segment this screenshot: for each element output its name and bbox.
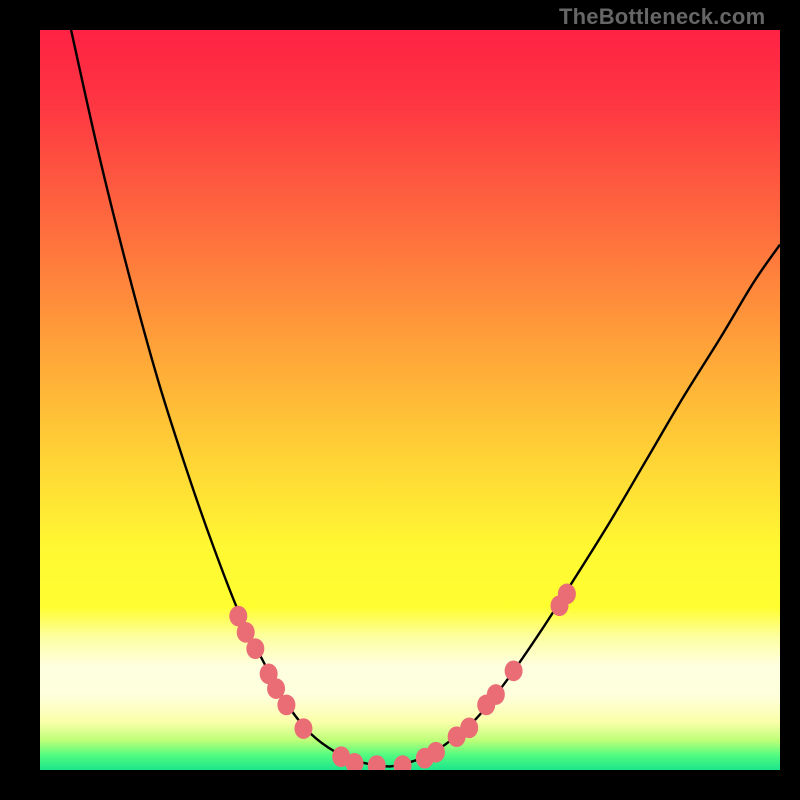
marker-dot xyxy=(558,584,576,605)
marker-dot xyxy=(505,660,523,681)
marker-dot xyxy=(246,638,264,659)
bottleneck-chart xyxy=(40,30,780,770)
marker-dot xyxy=(294,718,312,739)
marker-dot xyxy=(460,717,478,738)
marker-dot xyxy=(427,742,445,763)
marker-dot xyxy=(277,695,295,716)
plot-background xyxy=(40,30,780,770)
marker-dot xyxy=(487,684,505,705)
watermark-text: TheBottleneck.com xyxy=(559,4,765,30)
